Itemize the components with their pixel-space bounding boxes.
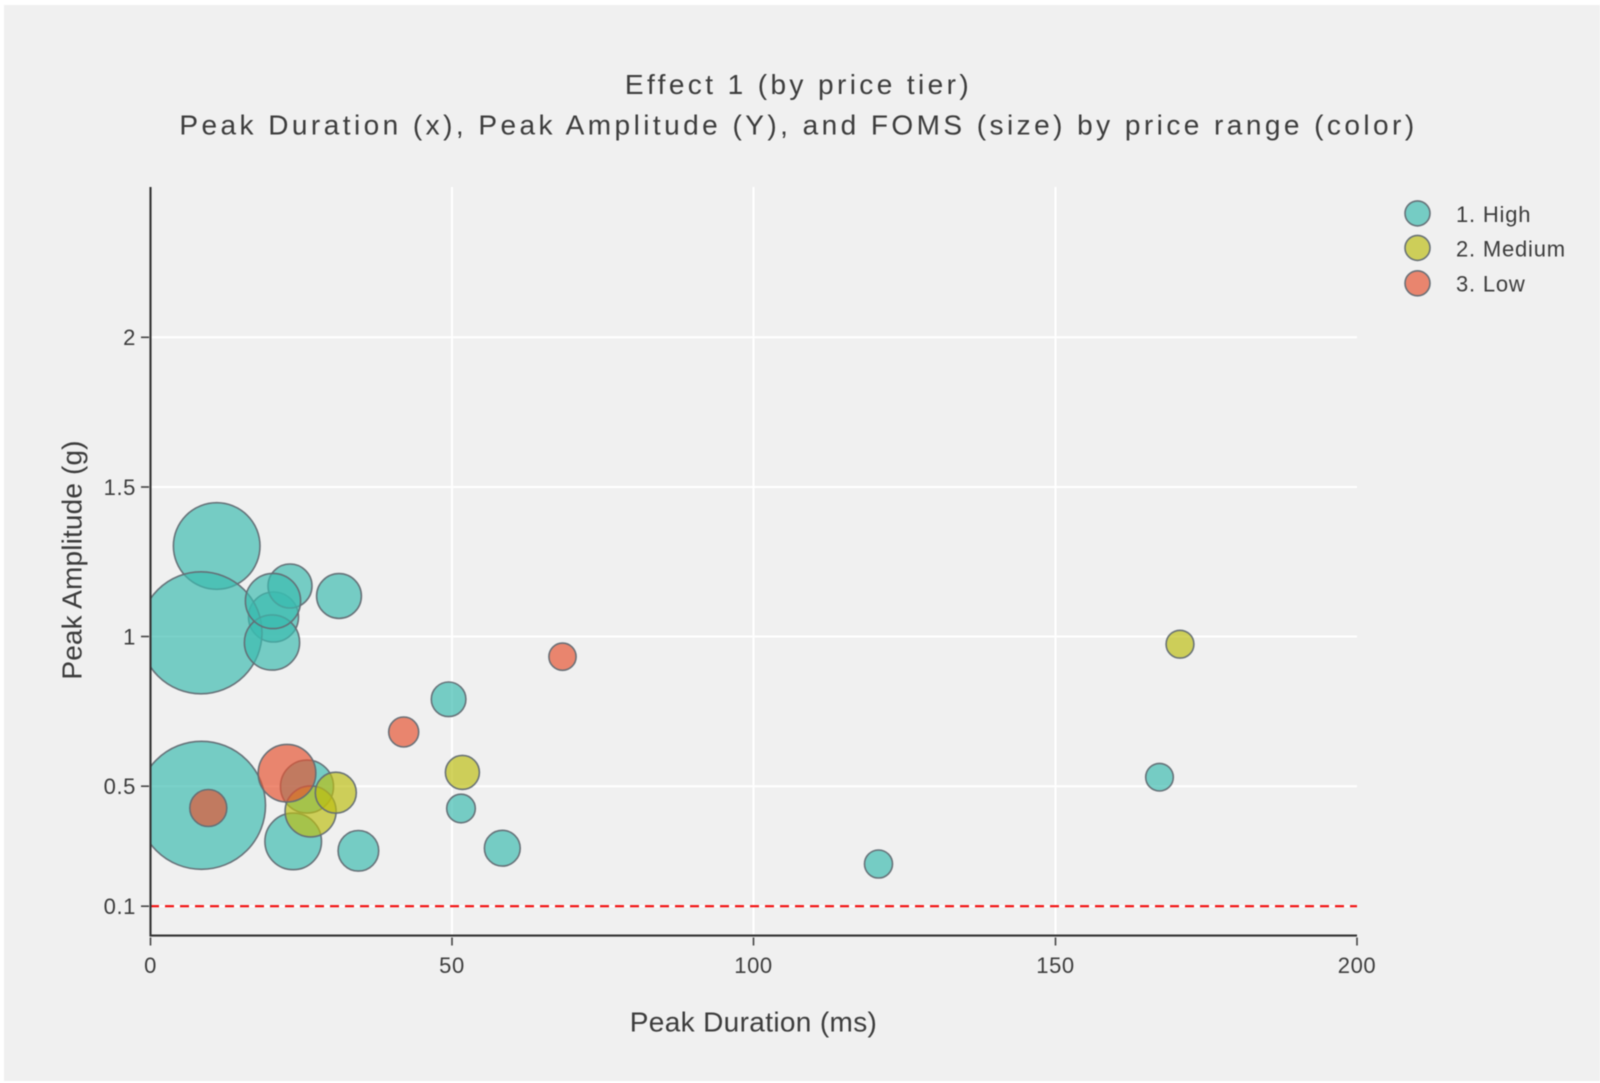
svg-text:0: 0 (144, 953, 157, 978)
svg-text:Peak Duration (x), Peak Amplit: Peak Duration (x), Peak Amplitude (Y), a… (179, 110, 1417, 141)
svg-text:0.5: 0.5 (104, 774, 136, 799)
svg-text:Peak Amplitude (g): Peak Amplitude (g) (57, 440, 88, 679)
svg-text:150: 150 (1036, 953, 1075, 978)
svg-text:3. Low: 3. Low (1456, 272, 1526, 297)
svg-text:1.5: 1.5 (104, 475, 136, 500)
svg-text:0.1: 0.1 (104, 894, 136, 919)
svg-text:100: 100 (734, 953, 773, 978)
svg-text:1: 1 (123, 624, 136, 649)
svg-text:2: 2 (123, 325, 136, 350)
svg-text:2. Medium: 2. Medium (1456, 237, 1566, 262)
svg-text:200: 200 (1338, 953, 1377, 978)
svg-text:1. High: 1. High (1456, 202, 1531, 227)
svg-text:Effect 1 (by price tier): Effect 1 (by price tier) (625, 69, 972, 100)
svg-text:50: 50 (439, 953, 465, 978)
svg-text:Peak Duration (ms): Peak Duration (ms) (630, 1007, 878, 1038)
